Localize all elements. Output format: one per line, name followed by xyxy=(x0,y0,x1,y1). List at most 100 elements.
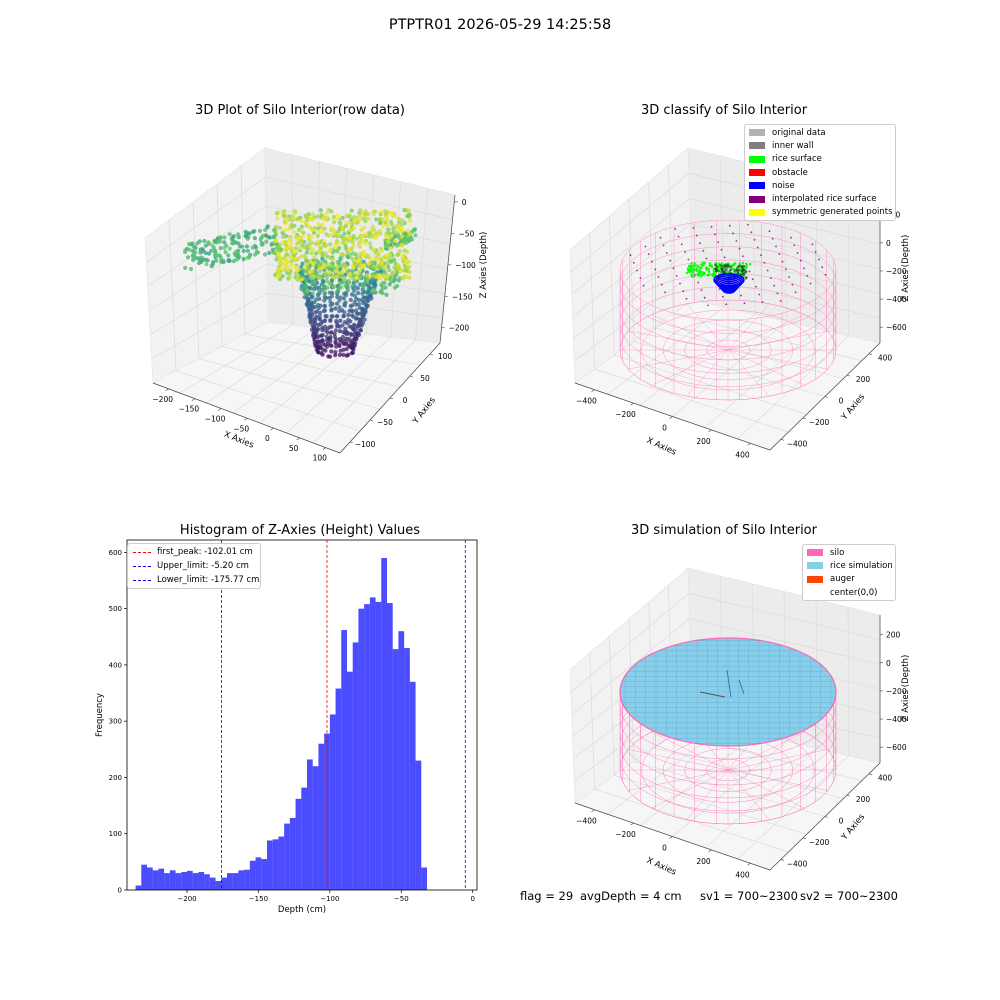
p2-rice-surface-point xyxy=(691,271,695,275)
p1-data-point xyxy=(282,228,287,233)
p1-z-tick-label: 0 xyxy=(462,198,467,207)
p1-gridline xyxy=(198,358,381,410)
p1-data-point xyxy=(348,271,353,276)
p1-data-point xyxy=(349,313,354,318)
p1-data-point xyxy=(193,244,198,250)
p1-y-tick xyxy=(409,375,414,378)
p1-data-point xyxy=(209,248,214,253)
p1-y-tick xyxy=(389,397,394,400)
p2-silo-bottom-spoke xyxy=(686,349,729,397)
p1-data-point xyxy=(288,254,293,260)
panel2-legend: original data inner wall rice surface obsta… xyxy=(744,124,896,222)
histogram-bar xyxy=(398,631,405,890)
p2-interpolated-point xyxy=(723,256,726,259)
p4-x-tick xyxy=(708,849,712,853)
p1-data-point xyxy=(363,280,368,286)
p2-interpolated-point xyxy=(697,281,700,284)
histogram-bar xyxy=(392,649,399,890)
p1-data-point xyxy=(323,251,329,256)
p1-data-point xyxy=(230,241,235,246)
p1-data-point xyxy=(338,295,343,300)
p4-silo-bottom-spoke xyxy=(651,769,729,809)
p2-interpolated-point xyxy=(714,233,716,236)
p2-interpolated-point xyxy=(735,240,738,242)
p4-z-tick-label: −200 xyxy=(886,687,907,696)
p1-gridline xyxy=(265,176,453,220)
p1-data-point xyxy=(214,258,219,263)
p1-data-point xyxy=(363,241,368,246)
p1-data-point xyxy=(341,329,346,335)
p2-rice-surface-point xyxy=(744,266,748,270)
p1-data-point xyxy=(399,222,405,227)
p2-x-tick-label: −400 xyxy=(576,397,597,406)
p2-gridline xyxy=(689,198,881,245)
p1-data-point xyxy=(356,241,361,246)
p2-silo-bottom-spoke xyxy=(727,330,828,351)
p1-x-tick xyxy=(270,427,274,431)
p1-data-point xyxy=(314,326,319,331)
p2-rice-surface-point xyxy=(701,271,704,274)
p1-data-point xyxy=(267,235,273,240)
p1-data-point xyxy=(227,246,232,251)
p1-z-axis-label: Z Axies (Depth) xyxy=(479,232,489,299)
p2-rice-surface-point xyxy=(689,269,692,273)
p2-z-tick-label: −600 xyxy=(886,323,907,332)
p2-interpolated-point xyxy=(799,259,802,262)
p1-data-point xyxy=(407,264,412,269)
p1-data-point xyxy=(326,233,331,238)
p2-rice-surface-point xyxy=(732,263,736,266)
p2-x-tick xyxy=(630,402,634,406)
p1-data-point xyxy=(370,256,375,261)
p1-data-point xyxy=(247,255,252,260)
p2-interpolated-point xyxy=(778,253,781,256)
histogram-bar xyxy=(192,873,199,890)
p1-data-point xyxy=(337,305,342,310)
p1-data-point xyxy=(349,351,354,356)
p1-data-point xyxy=(356,331,361,336)
p1-data-point xyxy=(294,241,299,246)
p1-data-point xyxy=(342,303,347,308)
legend-label: first_peak: -102.01 cm xyxy=(157,547,253,557)
histogram-bar xyxy=(198,871,205,890)
p1-data-point xyxy=(332,334,337,339)
histogram-bar xyxy=(272,839,279,890)
legend-label: center(0,0) xyxy=(830,587,878,598)
legend-swatch xyxy=(749,208,765,216)
p1-x-tick-label: 50 xyxy=(289,444,299,453)
histogram-y-tick-label: 200 xyxy=(109,774,122,782)
p2-rice-surface-point xyxy=(702,261,706,265)
p1-data-point xyxy=(385,257,390,262)
p1-data-point xyxy=(351,233,356,239)
p1-data-point xyxy=(344,336,349,341)
p1-data-point xyxy=(230,235,235,240)
p1-data-point xyxy=(407,231,412,236)
p2-rice-surface-point xyxy=(689,264,693,268)
p1-data-point xyxy=(298,218,303,223)
p2-rice-surface-point xyxy=(687,269,690,272)
p2-interpolated-point xyxy=(803,267,805,270)
p4-y-tick-label: 0 xyxy=(839,817,844,826)
legend-line-sample xyxy=(133,579,151,581)
p2-y-tick-label: 200 xyxy=(856,375,871,384)
p1-data-point xyxy=(250,245,255,250)
p1-data-point xyxy=(326,262,331,267)
p1-data-point xyxy=(250,229,255,235)
histogram-bar xyxy=(329,714,336,890)
p1-data-point xyxy=(351,266,356,271)
p1-data-point xyxy=(305,289,310,294)
p2-interpolated-point xyxy=(760,254,762,257)
panel1-3d-scatter: −200 −150 −100 −50 0 50 100 −100 −50 0 50 100 0 −50 −1… xyxy=(144,147,489,463)
legend-entry: inner wall xyxy=(745,139,895,152)
p1-data-point xyxy=(276,210,281,215)
p1-data-point xyxy=(303,285,308,290)
p1-data-point xyxy=(322,298,327,303)
p1-data-point xyxy=(307,237,312,242)
p1-data-point xyxy=(349,208,354,213)
p1-data-point xyxy=(292,249,297,254)
p2-interpolated-point xyxy=(740,294,742,297)
p1-data-point xyxy=(314,251,319,256)
p1-gridline xyxy=(151,292,268,360)
p1-data-point xyxy=(384,216,389,221)
p1-data-point xyxy=(280,274,285,279)
p2-interpolated-point xyxy=(647,253,650,256)
